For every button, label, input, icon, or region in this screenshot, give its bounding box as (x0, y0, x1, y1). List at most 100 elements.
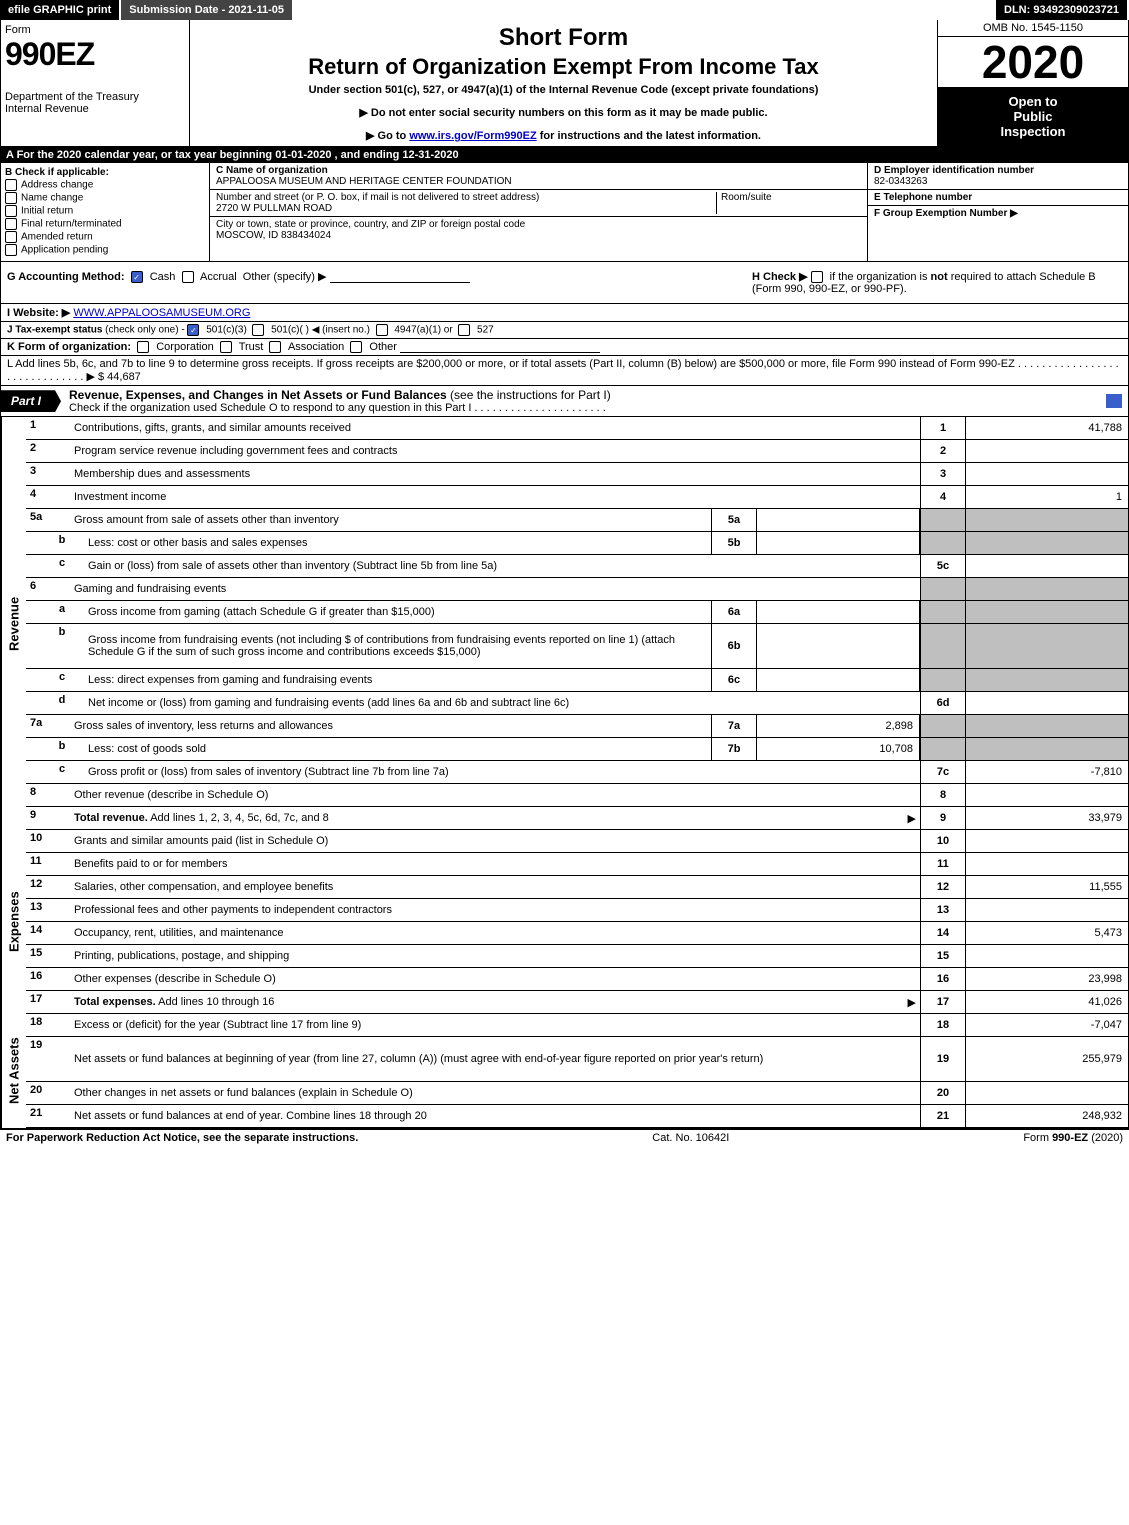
line-number: 13 (26, 899, 70, 921)
k-corp-checkbox[interactable] (137, 341, 149, 353)
line-20: 20Other changes in net assets or fund ba… (26, 1082, 1128, 1105)
opt-application-pending[interactable]: Application pending (5, 244, 205, 256)
footer-formref: Form 990-EZ (2020) (1023, 1132, 1123, 1144)
section-b-header: B Check if applicable: (5, 167, 205, 178)
line-15: 15Printing, publications, postage, and s… (26, 945, 1128, 968)
line-b: bGross income from fundraising events (n… (26, 624, 1128, 669)
line-number: 10 (26, 830, 70, 852)
line-a: aGross income from gaming (attach Schedu… (26, 601, 1128, 624)
footer-catno: Cat. No. 10642I (652, 1132, 729, 1144)
mid-value: 10,708 (757, 738, 920, 760)
line-description: Excess or (deficit) for the year (Subtra… (70, 1014, 920, 1036)
right-value (965, 601, 1128, 623)
right-value (965, 624, 1128, 668)
line-description: Gain or (loss) from sale of assets other… (84, 555, 920, 577)
line-2: 2Program service revenue including gover… (26, 440, 1128, 463)
block-b-through-f: B Check if applicable: Address change Na… (0, 163, 1129, 262)
right-linenum: 4 (920, 486, 965, 508)
line-number: 4 (26, 486, 70, 508)
line-number: 1 (26, 417, 70, 439)
line-number: 17 (26, 991, 70, 1013)
line-description: Net assets or fund balances at beginning… (70, 1037, 920, 1081)
opt-name-change[interactable]: Name change (5, 192, 205, 204)
line-12: 12Salaries, other compensation, and empl… (26, 876, 1128, 899)
k-other-input[interactable] (400, 352, 600, 353)
line-description: Other expenses (describe in Schedule O) (70, 968, 920, 990)
l-text: L Add lines 5b, 6c, and 7b to line 9 to … (7, 358, 1119, 383)
right-value: 23,998 (965, 968, 1128, 990)
inspect-l3: Inspection (940, 124, 1126, 139)
right-linenum: 6d (920, 692, 965, 714)
line-description: Other revenue (describe in Schedule O) (70, 784, 920, 806)
h-checkbox[interactable] (811, 271, 823, 283)
k-trust-checkbox[interactable] (220, 341, 232, 353)
opt-address-change[interactable]: Address change (5, 179, 205, 191)
line-description: Occupancy, rent, utilities, and maintena… (70, 922, 920, 944)
j-501c-checkbox[interactable] (252, 324, 264, 336)
part1-endcheck[interactable] (1106, 394, 1122, 408)
line-3: 3Membership dues and assessments3 (26, 463, 1128, 486)
j-o3: 4947(a)(1) or (394, 325, 452, 336)
line-description: Other changes in net assets or fund bala… (70, 1082, 920, 1104)
j-4947-checkbox[interactable] (376, 324, 388, 336)
expenses-sidelabel: Expenses (1, 830, 26, 1014)
short-form-title: Short Form (198, 24, 929, 52)
l-value: 44,687 (107, 371, 141, 383)
page-footer: For Paperwork Reduction Act Notice, see … (0, 1129, 1129, 1146)
k-assoc: Association (288, 341, 344, 353)
line-number: b (26, 738, 84, 760)
j-501c3-checkbox[interactable] (187, 324, 199, 336)
row-l-grossreceipts: L Add lines 5b, 6c, and 7b to line 9 to … (0, 356, 1129, 386)
part1-subtitle: Check if the organization used Schedule … (69, 402, 1098, 414)
right-value (965, 532, 1128, 554)
expenses-body: 10Grants and similar amounts paid (list … (26, 830, 1128, 1014)
g-accrual-checkbox[interactable] (182, 271, 194, 283)
right-linenum: 7c (920, 761, 965, 783)
line-7a: 7aGross sales of inventory, less returns… (26, 715, 1128, 738)
line-4: 4Investment income41 (26, 486, 1128, 509)
netassets-grid: Net Assets 18Excess or (deficit) for the… (0, 1014, 1129, 1129)
g-cash-checkbox[interactable] (131, 271, 143, 283)
right-linenum: 17 (920, 991, 965, 1013)
mid-linenum: 6c (711, 669, 757, 691)
return-title: Return of Organization Exempt From Incom… (198, 54, 929, 80)
line-description: Gross income from gaming (attach Schedul… (84, 601, 711, 623)
opt-amended-return[interactable]: Amended return (5, 231, 205, 243)
right-linenum: 21 (920, 1105, 965, 1127)
line-number: 7a (26, 715, 70, 737)
section-c: C Name of organization APPALOOSA MUSEUM … (210, 163, 867, 261)
right-linenum (920, 578, 965, 600)
topbar-spacer (294, 0, 996, 20)
c-addr-label: Number and street (or P. O. box, if mail… (216, 192, 539, 203)
right-linenum: 5c (920, 555, 965, 577)
org-name: APPALOOSA MUSEUM AND HERITAGE CENTER FOU… (216, 176, 512, 187)
right-linenum: 12 (920, 876, 965, 898)
mid-value (757, 532, 920, 554)
k-assoc-checkbox[interactable] (269, 341, 281, 353)
k-other-checkbox[interactable] (350, 341, 362, 353)
opt-final-return[interactable]: Final return/terminated (5, 218, 205, 230)
irs-link[interactable]: www.irs.gov/Form990EZ (409, 130, 536, 142)
under-section: Under section 501(c), 527, or 4947(a)(1)… (198, 84, 929, 96)
right-value: 255,979 (965, 1037, 1128, 1081)
netassets-body: 18Excess or (deficit) for the year (Subt… (26, 1014, 1128, 1128)
opt-initial-return[interactable]: Initial return (5, 205, 205, 217)
right-value (965, 784, 1128, 806)
form-right-block: OMB No. 1545-1150 2020 Open to Public In… (937, 20, 1128, 146)
e-phone-label: E Telephone number (874, 192, 972, 203)
revenue-sidelabel: Revenue (1, 417, 26, 830)
right-linenum: 3 (920, 463, 965, 485)
g-other-input[interactable] (330, 282, 470, 283)
j-label: J Tax-exempt status (7, 325, 102, 336)
line-description: Contributions, gifts, grants, and simila… (70, 417, 920, 439)
right-value: 33,979 (965, 807, 1128, 829)
website-link[interactable]: WWW.APPALOOSAMUSEUM.ORG (73, 307, 250, 319)
right-linenum: 14 (920, 922, 965, 944)
arrow-icon: ▶ (908, 812, 916, 825)
section-g: G Accounting Method: Cash Accrual Other … (1, 262, 746, 303)
j-527-checkbox[interactable] (458, 324, 470, 336)
line-number: a (26, 601, 84, 623)
right-linenum: 20 (920, 1082, 965, 1104)
line-description: Net income or (loss) from gaming and fun… (84, 692, 920, 714)
line-5a: 5aGross amount from sale of assets other… (26, 509, 1128, 532)
